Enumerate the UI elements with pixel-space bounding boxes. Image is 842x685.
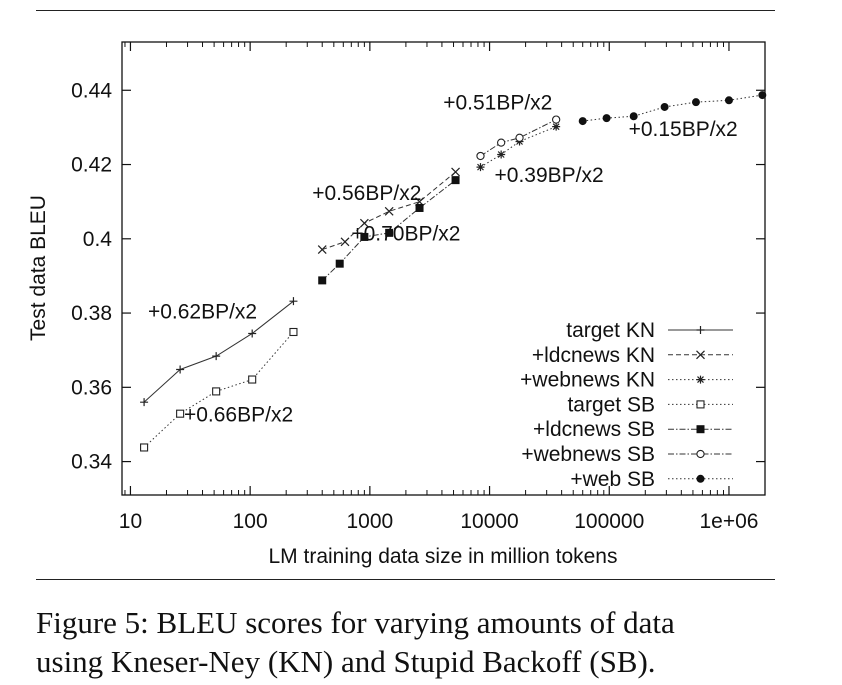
data-point — [318, 276, 327, 285]
y-tick-label: 0.4 — [83, 228, 113, 251]
legend-marker — [696, 350, 705, 360]
series-line — [322, 171, 456, 251]
x-tick-label: 1000 — [346, 510, 393, 533]
legend-label: target SB — [567, 393, 655, 416]
y-tick-label: 0.36 — [71, 376, 112, 399]
top-rule — [36, 10, 775, 11]
series-web-sb — [578, 91, 767, 126]
legend-marker — [696, 474, 705, 483]
data-point — [212, 387, 221, 396]
data-point — [552, 115, 561, 124]
data-point — [629, 112, 638, 121]
data-point — [660, 102, 669, 111]
y-tick-label: 0.42 — [71, 154, 112, 177]
legend-marker — [696, 326, 705, 334]
x-tick-label: 100 — [233, 510, 268, 533]
series-ldcnews-kn — [317, 167, 460, 254]
x-axis-label: LM training data size in million tokens — [268, 545, 617, 568]
annotation-label: +0.51BP/x2 — [443, 92, 552, 115]
data-point — [212, 352, 221, 361]
data-point — [317, 245, 327, 254]
data-point — [476, 151, 485, 161]
annotation-label: +0.56BP/x2 — [312, 182, 421, 205]
data-point — [497, 138, 506, 147]
data-point — [359, 218, 369, 228]
data-point — [140, 398, 149, 407]
x-tick-label: 1e+06 — [699, 510, 758, 533]
x-tick-label: 10 — [119, 510, 142, 533]
legend-label: +webnews KN — [520, 369, 655, 392]
data-point — [515, 133, 524, 142]
data-point — [140, 443, 149, 452]
data-point — [691, 98, 700, 107]
data-point — [176, 365, 185, 374]
data-point — [289, 297, 298, 306]
data-point — [724, 96, 733, 105]
x-tick-label: 100000 — [574, 510, 644, 533]
x-tick-label: 10000 — [460, 510, 518, 533]
legend-marker — [696, 449, 705, 459]
data-point — [385, 228, 394, 237]
series-line — [480, 126, 557, 168]
data-point — [451, 167, 460, 177]
series-line — [143, 331, 294, 448]
y-axis-label: Test data BLEU — [27, 195, 50, 341]
data-point — [497, 150, 506, 159]
y-tick-label: 0.38 — [71, 302, 112, 325]
legend-label: +web SB — [570, 468, 655, 491]
data-point — [451, 176, 460, 185]
legend-marker — [696, 375, 705, 384]
data-point — [384, 206, 394, 216]
data-point — [248, 329, 257, 338]
plot-frame — [121, 41, 766, 496]
data-point — [340, 237, 350, 247]
data-point — [602, 114, 611, 123]
data-point — [552, 122, 561, 131]
data-point — [476, 163, 485, 172]
series-target-sb — [140, 327, 298, 452]
y-tick-label: 0.44 — [71, 79, 112, 102]
annotation-label: +0.39BP/x2 — [495, 164, 604, 187]
y-tick-label: 0.34 — [71, 451, 112, 474]
legend-marker — [696, 425, 705, 434]
data-point — [578, 117, 587, 126]
legend-label: +ldcnews SB — [533, 418, 655, 441]
legend-label: target KN — [566, 319, 655, 342]
annotation-label: +0.62BP/x2 — [148, 301, 257, 324]
figure-caption: Figure 5: BLEU scores for varying amount… — [36, 603, 826, 681]
legend-label: +ldcnews KN — [532, 344, 655, 367]
annotation-label: +0.15BP/x2 — [629, 118, 738, 141]
y-axis-ticks: 0.34 0.36 0.38 0.4 0.42 0.44 — [71, 79, 765, 474]
data-point — [360, 232, 369, 241]
annotation-label: +0.66BP/x2 — [184, 403, 293, 426]
caption-line-2: using Kneser-Ney (KN) and Stupid Backoff… — [36, 644, 656, 679]
data-point — [758, 91, 767, 100]
series-line — [480, 119, 557, 157]
legend-marker — [696, 400, 705, 409]
series-layer — [140, 91, 767, 452]
legend-label: +webnews SB — [521, 443, 655, 466]
data-point — [176, 409, 185, 418]
x-axis-ticks: 10 100 1000 10000 100000 1e+06 — [119, 42, 766, 533]
series-webnews-sb — [476, 115, 561, 161]
data-point — [289, 327, 298, 337]
bottom-rule — [36, 579, 775, 580]
caption-line-1: Figure 5: BLEU scores for varying amount… — [36, 605, 675, 640]
data-point — [335, 259, 344, 268]
series-ldcnews-sb — [318, 176, 460, 285]
series-target-kn — [140, 297, 298, 407]
annotation-layer: +0.62BP/x2 +0.66BP/x2 +0.56BP/x2 +0.70BP/x2… — [148, 92, 738, 427]
annotation-label: +0.70BP/x2 — [351, 223, 460, 246]
data-point — [415, 203, 424, 212]
data-point — [248, 375, 257, 384]
